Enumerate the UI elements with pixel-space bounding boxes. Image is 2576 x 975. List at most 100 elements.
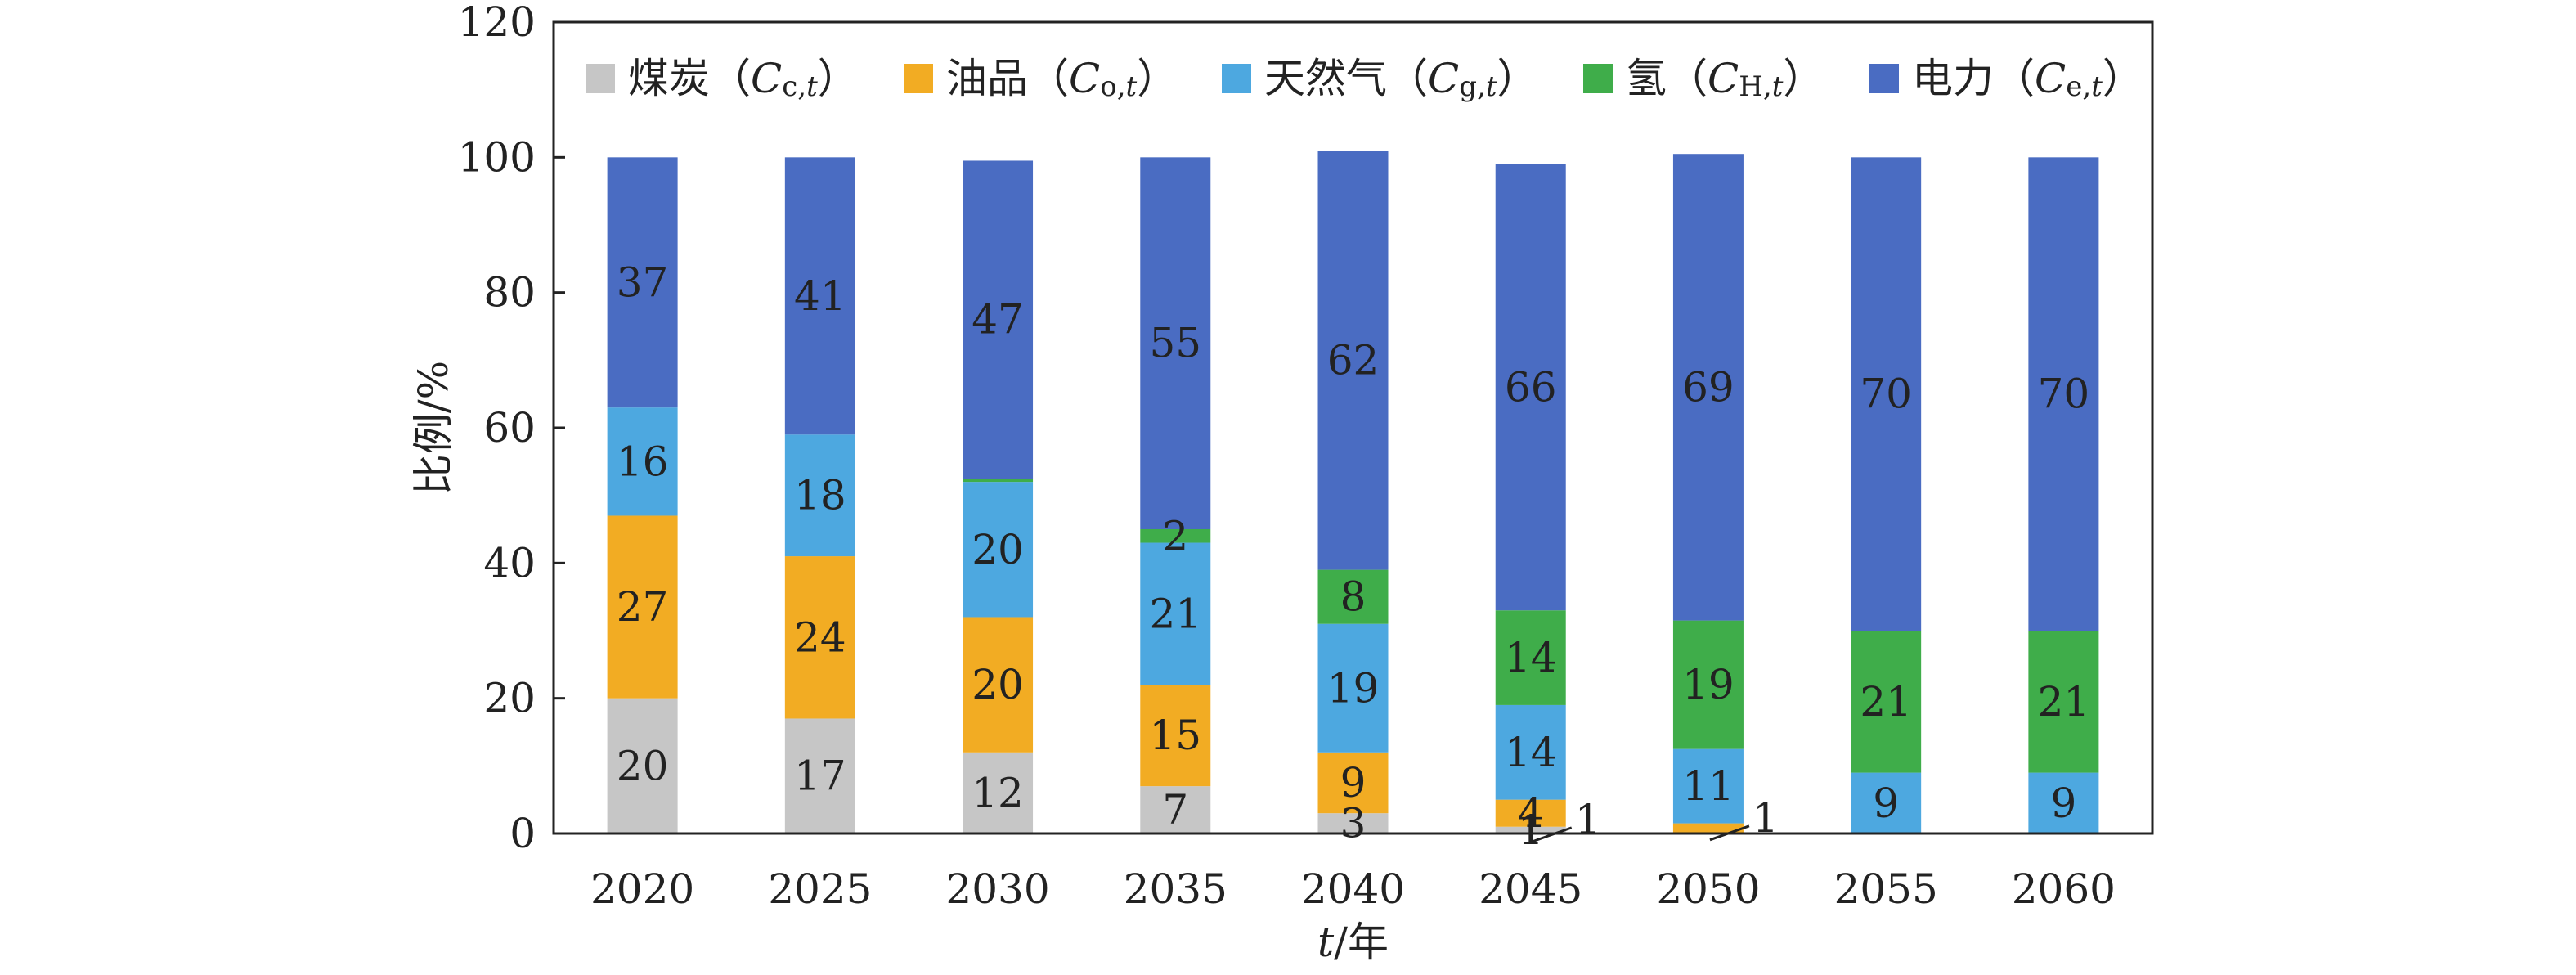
legend-swatch	[904, 64, 933, 93]
legend-item-3: 氢（CH,t）	[1583, 55, 1824, 103]
data-label-2040-1: 9	[1340, 759, 1367, 807]
data-label-2025-0: 17	[794, 753, 846, 800]
bar-segment-2025-1	[784, 556, 855, 719]
bar-segment-2020-1	[607, 515, 678, 699]
bar-segment-2040-1	[1317, 752, 1389, 814]
y-tick-label: 0	[509, 810, 536, 857]
data-label-2020-1: 27	[617, 583, 669, 631]
bar-segment-2060-4	[2028, 157, 2099, 631]
data-label-2050-4: 69	[1682, 363, 1735, 411]
legend-label: 氢（CH,t）	[1626, 55, 1824, 103]
legend-item-1: 油品（Co,t）	[904, 55, 1178, 103]
legend-swatch	[1869, 64, 1899, 93]
bar-segment-2020-4	[607, 157, 678, 408]
bar-segment-2030-3	[963, 479, 1034, 483]
legend-label: 电力（Ce,t）	[1912, 55, 2143, 103]
bar-segment-2050-1	[1672, 823, 1744, 833]
data-label-2035-4: 55	[1149, 320, 1201, 367]
data-label-2030-2: 20	[972, 526, 1024, 573]
x-tick-label: 2025	[768, 865, 872, 913]
bar-segment-2055-2	[1851, 772, 1922, 833]
bar-segment-2045-1	[1495, 799, 1566, 827]
data-label-2040-3: 8	[1340, 573, 1367, 621]
data-label-2040-4: 62	[1327, 336, 1380, 384]
bar-segment-2035-1	[1140, 685, 1211, 787]
data-label-2045-4: 66	[1505, 363, 1557, 411]
data-label-2030-0: 12	[972, 769, 1024, 816]
data-label-2045-0: 1	[1518, 807, 1544, 854]
bar-segment-2030-2	[963, 482, 1034, 618]
data-label-2035-0: 7	[1162, 786, 1188, 833]
x-tick-label: 2045	[1479, 865, 1582, 913]
bar-segment-2060-2	[2028, 772, 2099, 833]
bar-segment-2025-2	[784, 434, 855, 557]
x-tick-label: 2055	[1834, 865, 1938, 913]
y-tick-label: 40	[483, 539, 536, 586]
data-label-2020-0: 20	[617, 742, 669, 789]
bar-segment-2030-1	[963, 617, 1034, 753]
y-tick-label: 100	[458, 133, 536, 181]
data-label-2035-3: 2	[1162, 512, 1188, 559]
data-labels-layer: 2027163717241841122020477152125539198621…	[617, 258, 2089, 854]
bar-segment-2035-3	[1140, 529, 1211, 543]
data-label-2045-2: 14	[1505, 729, 1557, 776]
data-label-2035-1: 15	[1149, 712, 1201, 759]
legend-item-4: 电力（Ce,t）	[1869, 55, 2143, 103]
data-label-2025-1: 24	[794, 613, 846, 661]
data-label-2030-4: 47	[972, 296, 1024, 344]
data-label-2025-4: 41	[794, 272, 846, 320]
bar-segment-2050-3	[1672, 620, 1744, 749]
data-label-2030-1: 20	[972, 661, 1024, 708]
y-axis-title: 比例/%	[410, 361, 457, 495]
bar-segment-2035-2	[1140, 542, 1211, 685]
legend-label: 煤炭（Cc,t）	[628, 55, 859, 103]
callout-label-0: 1	[1575, 796, 1601, 843]
data-label-2055-4: 70	[1860, 371, 1912, 418]
bar-segment-2020-0	[607, 698, 678, 833]
legend-item-2: 天然气（Cg,t）	[1222, 55, 1538, 103]
bar-segment-2055-3	[1851, 631, 1922, 773]
bar-segment-2030-4	[963, 160, 1034, 479]
bars-layer	[607, 151, 2099, 833]
bar-segment-2045-2	[1495, 704, 1566, 800]
data-label-2045-3: 14	[1505, 634, 1557, 681]
y-tick-label: 80	[483, 269, 536, 317]
data-label-2040-2: 19	[1327, 664, 1380, 712]
bar-segment-2035-4	[1140, 157, 1211, 530]
y-tick-label: 20	[483, 675, 536, 722]
y-tick-label: 120	[458, 0, 536, 46]
bar-segment-2055-4	[1851, 157, 1922, 631]
legend-swatch	[586, 64, 615, 93]
legend: 煤炭（Cc,t） 油品（Co,t） 天然气（Cg,t） 氢（CH,t） 电力（Ce,t）	[586, 55, 2143, 103]
x-tick-label: 2040	[1301, 865, 1405, 913]
bar-segment-2040-2	[1317, 623, 1389, 753]
bar-segment-2040-4	[1317, 151, 1389, 570]
data-label-2055-2: 9	[1873, 780, 1899, 827]
x-tick-label: 2020	[590, 865, 694, 913]
data-label-2060-3: 21	[2038, 678, 2090, 726]
bar-segment-2030-0	[963, 752, 1034, 833]
bar-segment-2050-4	[1672, 154, 1744, 621]
legend-swatch	[1583, 64, 1613, 93]
data-label-2060-2: 9	[2050, 780, 2076, 827]
data-label-2040-0: 3	[1340, 800, 1367, 847]
data-label-2025-2: 18	[794, 472, 846, 519]
bar-segment-2045-0	[1495, 826, 1566, 833]
bar-segment-2050-2	[1672, 748, 1744, 824]
data-label-2035-2: 21	[1149, 590, 1201, 637]
legend-item-0: 煤炭（Cc,t）	[586, 55, 859, 103]
bar-segment-2020-2	[607, 407, 678, 516]
bar-segment-2060-3	[2028, 631, 2099, 773]
x-tick-label: 2060	[2012, 865, 2116, 913]
bar-segment-2035-0	[1140, 786, 1211, 833]
x-tick-label: 2050	[1656, 865, 1760, 913]
data-label-2050-2: 11	[1682, 762, 1735, 810]
y-tick-label: 60	[483, 404, 536, 452]
bar-segment-2025-4	[784, 157, 855, 435]
x-axis-title: t/年	[1317, 919, 1389, 966]
legend-swatch	[1222, 64, 1251, 93]
legend-label: 油品（Co,t）	[946, 55, 1178, 103]
bar-segment-2045-3	[1495, 610, 1566, 705]
bar-segment-2040-0	[1317, 813, 1389, 833]
data-label-2050-3: 19	[1682, 661, 1735, 708]
